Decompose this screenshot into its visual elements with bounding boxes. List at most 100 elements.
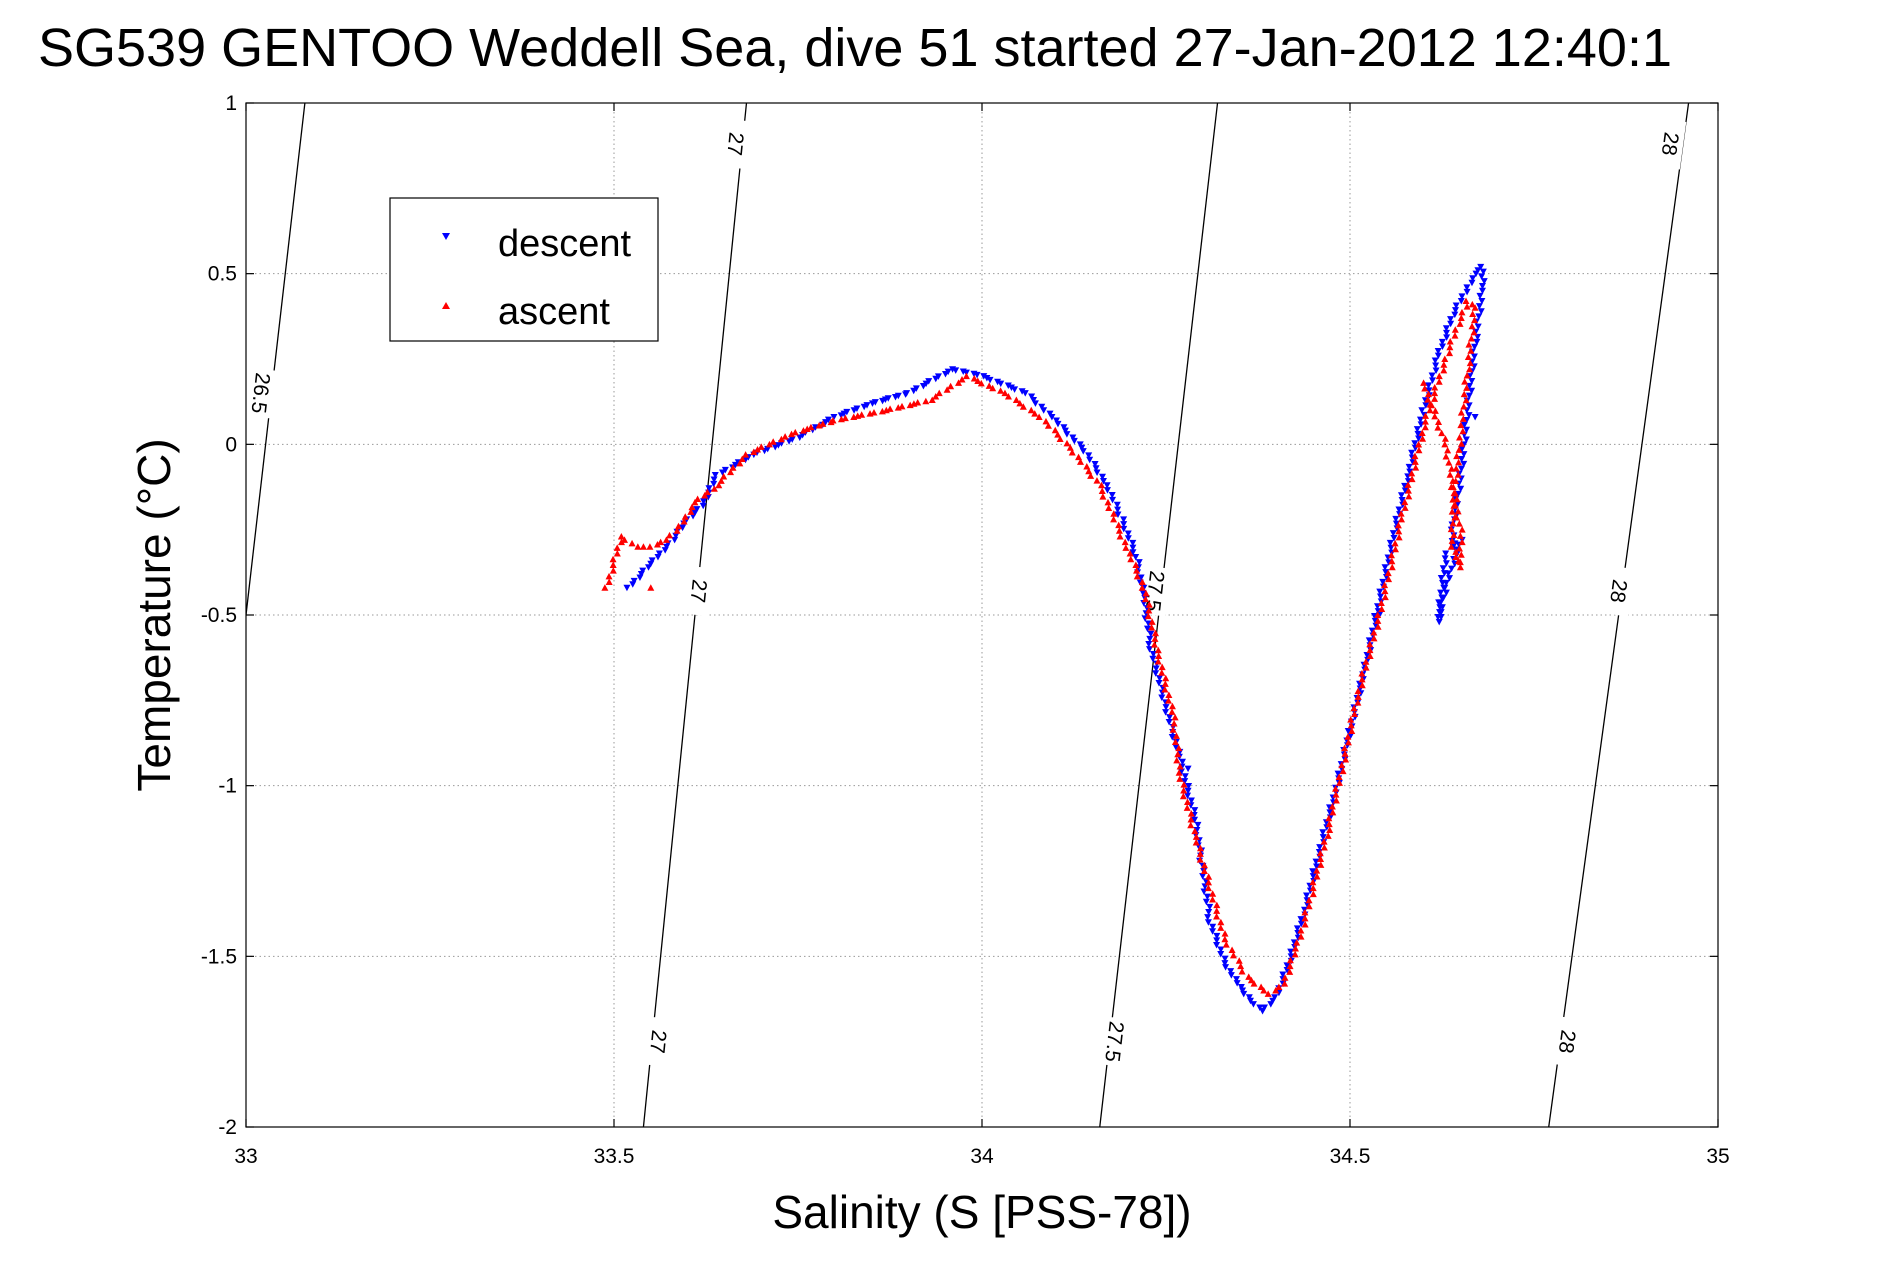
point-ascent	[1408, 475, 1416, 483]
point-ascent	[1115, 527, 1123, 534]
point-descent	[1021, 390, 1029, 397]
point-descent	[983, 374, 991, 382]
point-descent	[1129, 539, 1137, 547]
point-ascent	[1458, 308, 1466, 316]
point-ascent	[1441, 440, 1449, 448]
legend: descent ascent	[389, 197, 659, 342]
point-descent	[1347, 732, 1355, 740]
point-ascent	[1428, 401, 1436, 409]
point-descent	[1124, 535, 1132, 542]
point-descent	[1381, 564, 1389, 571]
point-ascent	[1452, 553, 1460, 560]
point-ascent	[1309, 890, 1317, 898]
point-ascent	[1328, 802, 1336, 810]
chart-title: SG539 GENTOO Weddell Sea, dive 51 starte…	[38, 18, 1672, 78]
contour-label-gap	[1654, 118, 1687, 170]
point-ascent	[647, 584, 655, 591]
point-descent	[1139, 589, 1147, 597]
point-descent	[1434, 613, 1442, 621]
point-descent	[1245, 994, 1253, 1001]
point-ascent	[1385, 575, 1393, 583]
point-ascent	[1228, 946, 1236, 953]
point-ascent	[1325, 814, 1333, 822]
point-ascent	[1221, 935, 1229, 943]
point-ascent	[703, 488, 711, 496]
point-descent	[639, 567, 647, 575]
point-ascent	[1358, 681, 1366, 689]
point-ascent	[1201, 861, 1209, 869]
point-ascent	[1438, 429, 1446, 437]
point-ascent	[1238, 967, 1246, 975]
point-ascent	[886, 405, 894, 412]
point-descent	[1439, 565, 1447, 572]
point-ascent	[1158, 663, 1166, 671]
point-ascent	[1176, 763, 1184, 770]
point-ascent	[1200, 867, 1208, 874]
point-descent	[1382, 569, 1390, 576]
point-ascent	[958, 375, 966, 383]
point-descent	[973, 371, 981, 379]
point-ascent	[1247, 976, 1255, 984]
point-ascent	[1450, 489, 1458, 497]
point-descent	[710, 480, 718, 488]
contour-label-gap	[1098, 1016, 1131, 1067]
point-descent	[1237, 984, 1245, 991]
point-descent	[1434, 352, 1442, 360]
point-descent	[1004, 382, 1012, 390]
point-ascent	[1173, 756, 1181, 764]
point-descent	[1478, 273, 1486, 280]
point-descent	[1422, 402, 1430, 409]
point-ascent	[757, 443, 765, 450]
point-descent	[1149, 655, 1157, 663]
point-ascent	[1351, 710, 1359, 717]
point-ascent	[639, 543, 647, 550]
point-descent	[1438, 343, 1446, 350]
point-descent	[1458, 455, 1466, 463]
contour-label-gap	[683, 565, 714, 617]
point-descent	[671, 536, 679, 544]
point-ascent	[1326, 826, 1334, 834]
point-ascent	[922, 397, 930, 405]
point-ascent	[613, 550, 621, 557]
point-ascent	[1145, 601, 1153, 608]
y-tick-label: -1.5	[201, 945, 237, 968]
point-ascent	[1465, 341, 1473, 348]
point-ascent	[1016, 399, 1024, 407]
point-descent	[1185, 782, 1193, 790]
point-descent	[944, 368, 952, 376]
point-ascent	[788, 430, 796, 438]
point-descent	[894, 392, 902, 400]
point-descent	[1480, 278, 1488, 285]
point-ascent	[1418, 429, 1426, 437]
point-ascent	[1154, 658, 1162, 665]
point-ascent	[1457, 421, 1465, 429]
point-ascent	[1370, 629, 1378, 636]
contour-label: 27	[686, 578, 711, 604]
point-ascent	[1035, 413, 1043, 421]
point-descent	[1379, 578, 1387, 586]
point-descent	[1109, 496, 1117, 504]
point-ascent	[717, 477, 725, 484]
point-descent	[1437, 574, 1445, 582]
point-ascent	[1317, 861, 1325, 868]
point-ascent	[1205, 873, 1213, 880]
point-ascent	[1470, 328, 1478, 336]
point-descent	[1418, 407, 1426, 414]
point-descent	[721, 466, 729, 474]
point-ascent	[1293, 939, 1301, 946]
point-descent	[1283, 962, 1291, 969]
point-ascent	[1446, 349, 1454, 357]
point-ascent	[1148, 624, 1156, 631]
point-descent	[711, 472, 719, 479]
point-descent	[1477, 308, 1485, 315]
point-descent	[830, 414, 838, 421]
point-ascent	[1141, 595, 1149, 603]
point-ascent	[870, 408, 878, 416]
point-descent	[630, 577, 638, 585]
point-descent	[1213, 937, 1221, 944]
point-descent	[1152, 670, 1160, 677]
point-ascent	[1001, 389, 1009, 397]
point-ascent	[1366, 652, 1374, 659]
point-descent	[1086, 456, 1094, 464]
point-descent	[1356, 680, 1364, 688]
